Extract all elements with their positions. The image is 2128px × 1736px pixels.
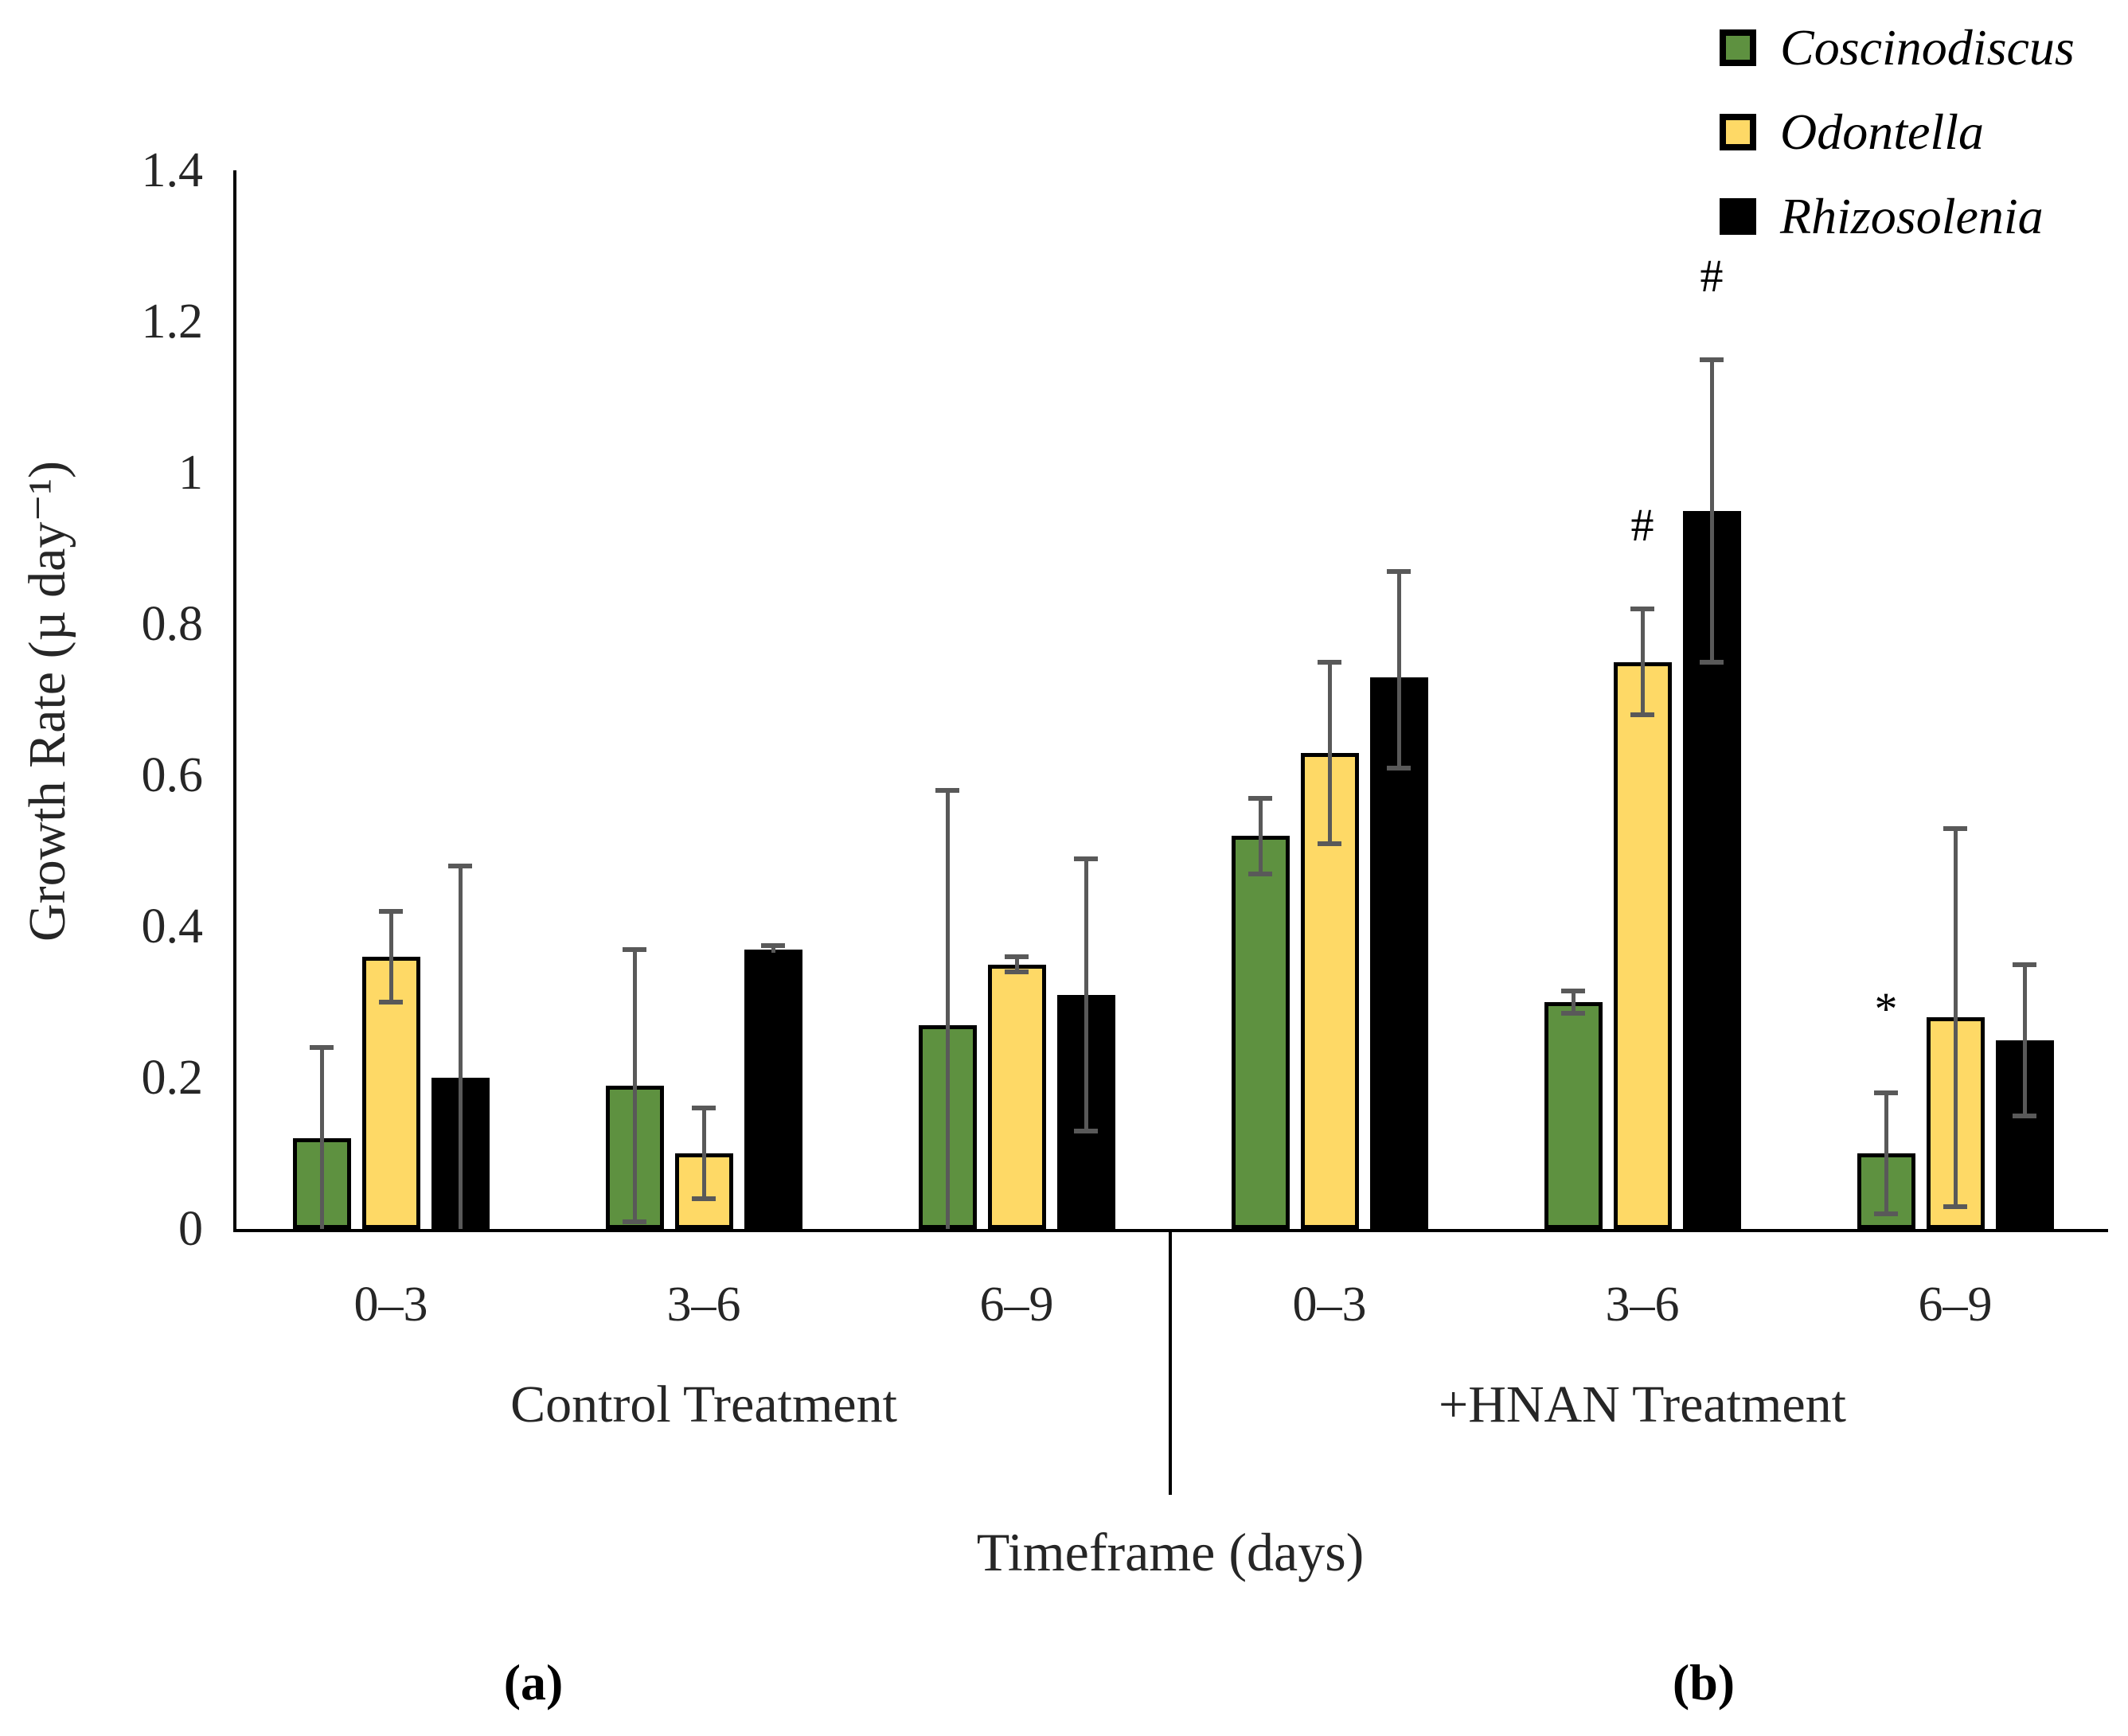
error-bar-rhizosolenia-group3	[1396, 571, 1401, 768]
error-bar-coscinodiscus-group2	[945, 790, 950, 1229]
category-label-hnan-0: 0–3	[1292, 1278, 1367, 1332]
error-cap-top	[2013, 962, 2036, 967]
y-tick-label-1: 1	[178, 446, 203, 500]
y-tick-label-0.8: 0.8	[141, 597, 204, 651]
x-axis-title: Timeframe (days)	[976, 1522, 1365, 1582]
coscinodiscus-swatch-icon	[1720, 29, 1756, 66]
panel-label-control: Control Treatment	[510, 1375, 897, 1434]
error-cap-top	[1248, 795, 1272, 801]
y-axis-line	[233, 170, 236, 1231]
y-tick-label-1.2: 1.2	[141, 295, 204, 349]
error-bar-coscinodiscus-group3	[1258, 798, 1263, 874]
significance-marker-hash: #	[1700, 249, 1724, 302]
caption-b: (b)	[1672, 1654, 1736, 1711]
y-tick-label-0.4: 0.4	[141, 899, 204, 954]
error-bar-rhizosolenia-group4	[1709, 359, 1714, 662]
error-bar-rhizosolenia-group1	[771, 945, 775, 954]
error-cap-top	[379, 909, 403, 914]
legend-label: Odontella	[1780, 103, 1984, 160]
error-cap-top	[761, 942, 785, 948]
error-cap-bottom	[1630, 712, 1654, 717]
bar-odontella-group4	[1613, 661, 1672, 1229]
error-cap-top	[935, 788, 959, 793]
bar-coscinodiscus-group4	[1544, 1002, 1603, 1229]
category-label-control-1: 3–6	[666, 1278, 741, 1332]
error-cap-top	[1874, 1090, 1898, 1095]
error-bar-odontella-group1	[701, 1108, 706, 1199]
error-cap-top	[1561, 988, 1585, 993]
panel-divider-line	[1169, 1232, 1172, 1495]
error-cap-top	[692, 1106, 716, 1110]
error-cap-top	[1943, 825, 1967, 831]
error-cap-bottom	[1700, 659, 1724, 665]
bar-rhizosolenia-group1	[744, 949, 802, 1229]
category-label-hnan-1: 3–6	[1605, 1278, 1680, 1332]
legend-item-odontella: Odontella	[1720, 107, 2075, 158]
category-label-control-0: 0–3	[353, 1278, 428, 1332]
legend-item-rhizosolenia: Rhizosolenia	[1720, 191, 2075, 242]
error-cap-bottom	[623, 1219, 646, 1224]
error-cap-bottom	[379, 1000, 403, 1005]
y-tick-label-0: 0	[178, 1202, 203, 1256]
caption-a: (a)	[503, 1654, 564, 1711]
error-cap-bottom	[1943, 1203, 1967, 1209]
error-cap-top	[1630, 607, 1654, 611]
error-cap-top	[1387, 568, 1411, 574]
error-bar-rhizosolenia-group2	[1084, 858, 1088, 1131]
error-cap-top	[1074, 856, 1098, 861]
y-tick-label-0.2: 0.2	[141, 1051, 204, 1105]
significance-marker-hash: #	[1630, 499, 1654, 551]
category-label-hnan-2: 6–9	[1918, 1278, 1993, 1332]
error-cap-bottom	[1318, 841, 1341, 846]
panel-label-hnan: +HNAN Treatment	[1438, 1375, 1847, 1434]
error-bar-odontella-group0	[389, 911, 393, 1002]
bar-odontella-group2	[987, 964, 1046, 1229]
significance-marker-star: *	[1874, 983, 1898, 1035]
error-cap-top	[310, 1045, 334, 1050]
error-cap-top	[623, 946, 646, 952]
odontella-swatch-icon	[1720, 114, 1756, 150]
error-cap-bottom	[1005, 969, 1029, 974]
error-bar-odontella-group3	[1327, 661, 1332, 844]
error-bar-odontella-group2	[1014, 957, 1019, 972]
error-cap-top	[1005, 954, 1029, 959]
rhizosolenia-swatch-icon	[1720, 198, 1756, 235]
error-bar-coscinodiscus-group0	[319, 1047, 324, 1229]
error-cap-top	[1700, 357, 1724, 362]
legend-item-coscinodiscus: Coscinodiscus	[1720, 22, 2075, 73]
error-bar-coscinodiscus-group4	[1571, 990, 1576, 1014]
error-cap-top	[448, 864, 472, 868]
error-cap-bottom	[1874, 1211, 1898, 1216]
error-cap-bottom	[1387, 765, 1411, 770]
error-cap-bottom	[1561, 1011, 1585, 1016]
bar-coscinodiscus-group3	[1231, 836, 1290, 1229]
error-cap-bottom	[1074, 1128, 1098, 1133]
error-cap-bottom	[1248, 871, 1272, 876]
x-axis-line	[233, 1229, 2108, 1232]
error-cap-bottom	[2013, 1113, 2036, 1118]
error-bar-rhizosolenia-group0	[458, 866, 463, 1229]
y-tick-label-1.4: 1.4	[141, 143, 204, 197]
category-label-control-2: 6–9	[979, 1278, 1054, 1332]
error-bar-rhizosolenia-group5	[2022, 964, 2027, 1116]
legend-label: Coscinodiscus	[1780, 19, 2075, 76]
error-bar-odontella-group5	[1953, 828, 1958, 1207]
legend-label: Rhizosolenia	[1780, 188, 2044, 244]
error-bar-odontella-group4	[1640, 609, 1645, 715]
error-bar-coscinodiscus-group5	[1884, 1093, 1888, 1214]
legend: Coscinodiscus Odontella Rhizosolenia	[1720, 22, 2075, 242]
error-cap-bottom	[692, 1196, 716, 1201]
error-bar-coscinodiscus-group1	[632, 949, 637, 1222]
y-tick-label-0.6: 0.6	[141, 748, 204, 802]
error-cap-top	[1318, 659, 1341, 665]
